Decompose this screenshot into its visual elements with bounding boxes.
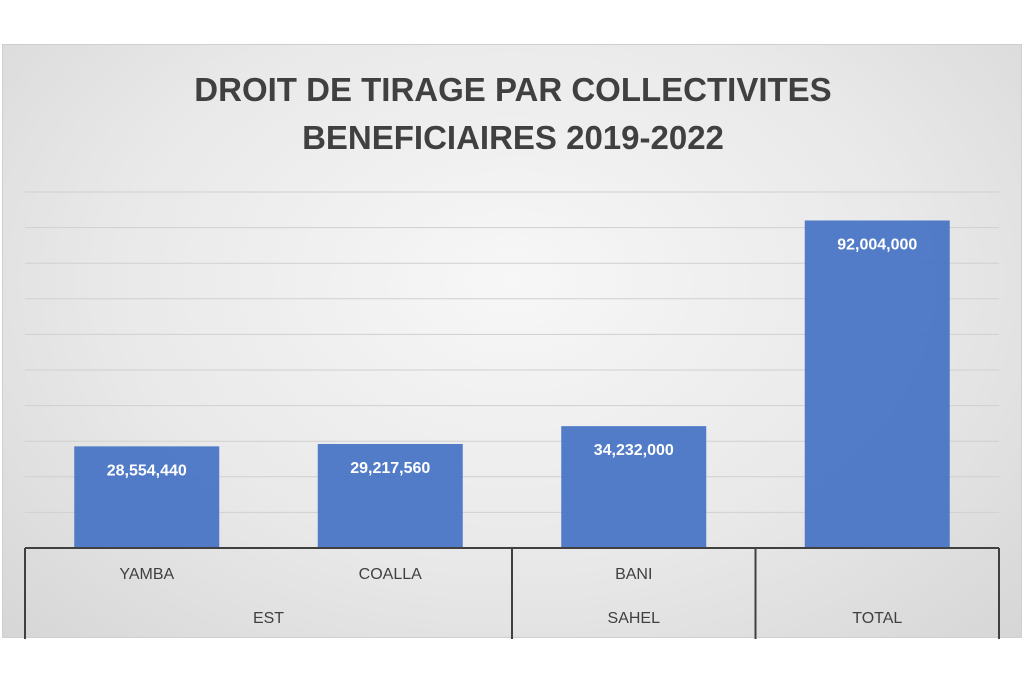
category-axis: YAMBA COALLA BANI EST SAHEL TOTAL [24,547,1000,639]
bar-bani [561,426,707,548]
data-label: 29,217,560 [350,460,430,477]
chart-title-line-2: BENEFICIAIRES 2019-2022 [302,119,724,156]
group-label: SAHEL [608,610,661,627]
bar-total [804,220,950,548]
bars [74,220,950,548]
chart-area: DROIT DE TIRAGE PAR COLLECTIVITES BENEFI… [2,44,1022,639]
category-tick-label: COALLA [359,566,422,583]
data-label: 28,554,440 [107,462,187,479]
chart-title-line-1: DROIT DE TIRAGE PAR COLLECTIVITES [194,71,831,108]
bar-coalla [317,443,463,548]
group-label: TOTAL [852,610,902,627]
data-labels: 28,554,440 29,217,560 34,232,000 92,004,000 [107,236,918,479]
data-label: 34,232,000 [594,442,674,459]
category-tick-label: YAMBA [119,566,174,583]
category-tick-label: BANI [615,566,652,583]
group-label: EST [253,610,284,627]
bar-yamba [74,446,220,548]
data-label: 92,004,000 [837,236,917,253]
chart-svg: DROIT DE TIRAGE PAR COLLECTIVITES BENEFI… [24,71,1000,639]
